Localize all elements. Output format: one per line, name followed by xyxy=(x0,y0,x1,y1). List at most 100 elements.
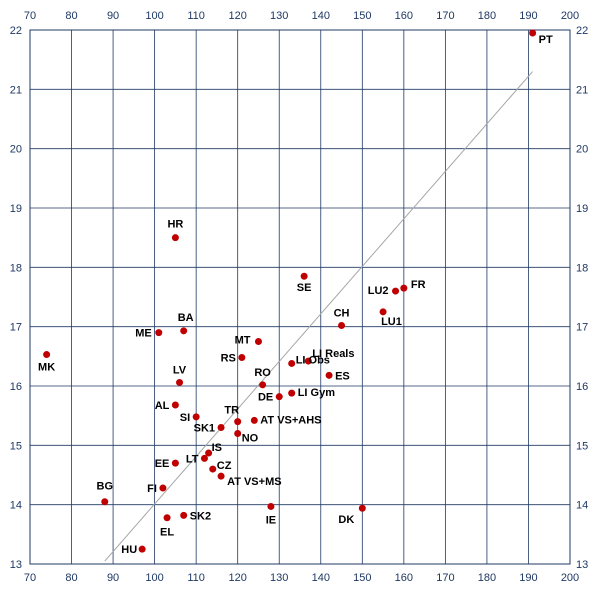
point-de xyxy=(275,393,283,401)
x-tick-label-bottom: 80 xyxy=(65,572,77,584)
y-tick-label-right: 17 xyxy=(576,322,588,334)
point-lu1 xyxy=(379,308,387,316)
y-tick-label-left: 15 xyxy=(10,440,22,452)
x-tick-label-bottom: 130 xyxy=(270,572,288,584)
point-label-me: ME xyxy=(135,328,152,340)
x-tick-label-bottom: 200 xyxy=(561,572,579,584)
point-at-vs-ahs xyxy=(250,416,258,424)
x-tick-label-bottom: 120 xyxy=(229,572,247,584)
y-tick-label-right: 18 xyxy=(576,262,588,274)
x-tick-label-top: 170 xyxy=(436,10,454,22)
point-sk1 xyxy=(217,424,225,432)
y-tick-label-right: 22 xyxy=(576,25,588,37)
point-lv xyxy=(176,378,184,386)
y-tick-label-left: 21 xyxy=(10,84,22,96)
point-label-pt: PT xyxy=(539,34,553,46)
y-tick-label-right: 15 xyxy=(576,440,588,452)
x-tick-label-top: 120 xyxy=(229,10,247,22)
x-tick-label-top: 200 xyxy=(561,10,579,22)
point-label-lt: LT xyxy=(186,453,199,465)
x-tick-label-bottom: 110 xyxy=(187,572,205,584)
y-tick-label-left: 14 xyxy=(10,500,22,512)
point-el xyxy=(163,514,171,522)
x-tick-label-bottom: 190 xyxy=(519,572,537,584)
y-tick-label-left: 22 xyxy=(10,25,22,37)
point-hr xyxy=(171,234,179,242)
x-tick-label-top: 150 xyxy=(353,10,371,22)
point-me xyxy=(155,329,163,337)
x-tick-label-top: 190 xyxy=(519,10,537,22)
y-tick-label-left: 17 xyxy=(10,322,22,334)
y-tick-label-left: 19 xyxy=(10,203,22,215)
point-label-sk2: SK2 xyxy=(190,510,211,522)
point-label-si: SI xyxy=(180,412,190,424)
x-tick-label-top: 160 xyxy=(395,10,413,22)
point-label-tr: TR xyxy=(224,405,239,417)
x-tick-label-top: 180 xyxy=(478,10,496,22)
point-li-reals xyxy=(304,357,312,365)
point-label-ch: CH xyxy=(334,307,350,319)
point-label-al: AL xyxy=(155,400,170,412)
y-tick-label-left: 16 xyxy=(10,381,22,393)
point-si xyxy=(192,413,200,421)
y-tick-label-right: 13 xyxy=(576,559,588,571)
point-label-lv: LV xyxy=(173,364,187,376)
x-tick-label-bottom: 70 xyxy=(24,572,36,584)
point-label-hu: HU xyxy=(121,544,137,556)
y-tick-label-left: 18 xyxy=(10,262,22,274)
x-tick-label-top: 140 xyxy=(312,10,330,22)
data-points xyxy=(43,29,537,553)
x-tick-label-bottom: 180 xyxy=(478,572,496,584)
point-label-hr: HR xyxy=(167,219,183,231)
point-fi xyxy=(159,484,167,492)
point-lu2 xyxy=(392,287,400,295)
y-tick-label-right: 16 xyxy=(576,381,588,393)
x-tick-label-top: 70 xyxy=(24,10,36,22)
x-tick-label-top: 110 xyxy=(187,10,205,22)
point-label-cz: CZ xyxy=(217,460,232,472)
point-label-ie: IE xyxy=(266,514,276,526)
x-tick-label-bottom: 100 xyxy=(145,572,163,584)
point-label-li-gym: LI Gym xyxy=(298,387,336,399)
point-mk xyxy=(43,351,51,359)
point-label-de: DE xyxy=(258,392,273,404)
point-label-lu1: LU1 xyxy=(381,316,402,328)
y-tick-label-right: 19 xyxy=(576,203,588,215)
point-label-mk: MK xyxy=(38,362,55,374)
x-tick-label-bottom: 170 xyxy=(436,572,454,584)
y-tick-label-right: 14 xyxy=(576,500,588,512)
point-li-obs xyxy=(288,359,296,367)
point-ro xyxy=(259,381,267,389)
point-label-li-obs: LI Obs xyxy=(296,354,330,366)
point-label-es: ES xyxy=(335,370,350,382)
point-dk xyxy=(358,504,366,512)
point-cz xyxy=(209,465,217,473)
point-at-vs-ms xyxy=(217,472,225,480)
point-ie xyxy=(267,502,275,510)
point-es xyxy=(325,371,333,379)
point-label-mt: MT xyxy=(235,335,251,347)
point-no xyxy=(234,429,242,437)
x-tick-label-bottom: 150 xyxy=(353,572,371,584)
point-label-ba: BA xyxy=(178,312,194,324)
point-label-bg: BG xyxy=(97,481,114,493)
point-pt xyxy=(529,29,537,37)
point-label-no: NO xyxy=(242,432,259,444)
point-label-rs: RS xyxy=(221,353,236,365)
point-label-ee: EE xyxy=(155,458,170,470)
point-bg xyxy=(101,498,109,506)
plot-area xyxy=(29,29,571,565)
x-tick-label-bottom: 160 xyxy=(395,572,413,584)
point-ch xyxy=(338,321,346,329)
point-mt xyxy=(254,338,262,345)
y-tick-label-right: 21 xyxy=(576,84,588,96)
point-label-lu2: LU2 xyxy=(368,285,389,297)
x-tick-label-top: 80 xyxy=(65,10,77,22)
point-ee xyxy=(171,459,179,467)
point-hu xyxy=(138,545,146,553)
grid-lines xyxy=(30,30,570,564)
point-sk2 xyxy=(180,511,188,519)
y-tick-label-left: 13 xyxy=(10,559,22,571)
